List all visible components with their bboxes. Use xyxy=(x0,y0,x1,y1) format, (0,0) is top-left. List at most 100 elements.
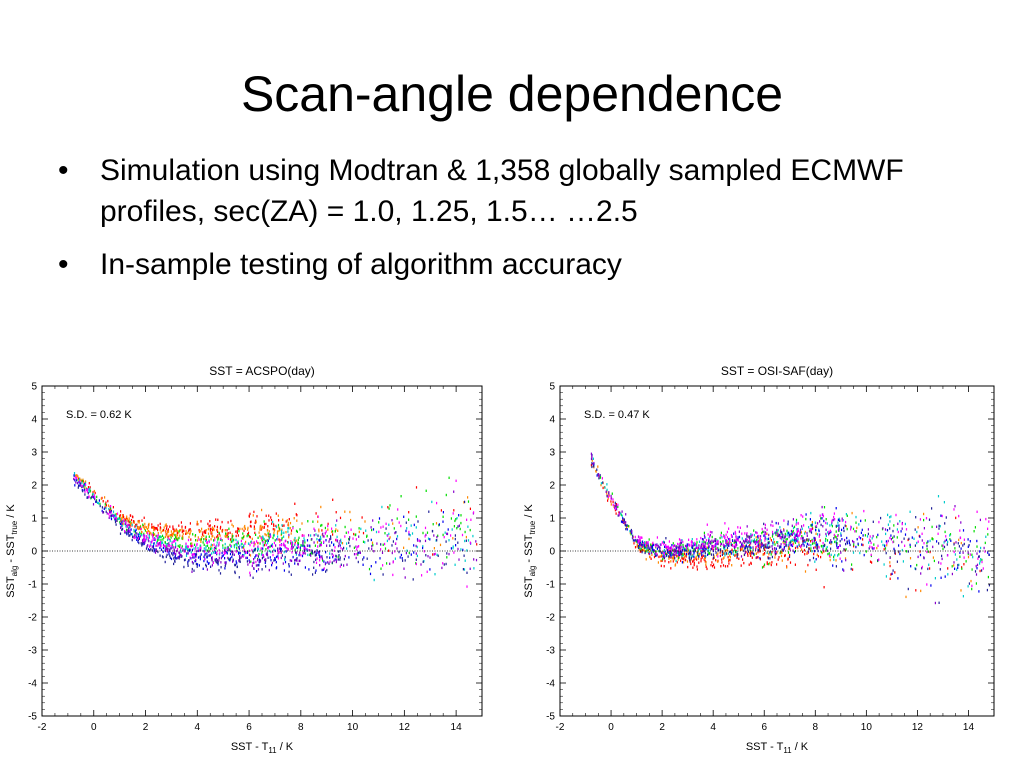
scatter-point xyxy=(243,548,245,551)
scatter-point xyxy=(759,543,761,546)
scatter-point xyxy=(647,550,649,553)
scatter-point xyxy=(237,527,239,530)
scatter-point xyxy=(143,539,145,542)
scatter-point xyxy=(208,554,210,557)
x-tick-label: 6 xyxy=(246,722,252,733)
scatter-point xyxy=(74,476,76,479)
scatter-point xyxy=(446,532,448,535)
scatter-point xyxy=(433,547,435,550)
scatter-point xyxy=(328,540,330,543)
scatter-point xyxy=(391,544,393,547)
scatter-point xyxy=(781,559,783,562)
scatter-point xyxy=(819,520,821,523)
scatter-point xyxy=(953,508,955,511)
scatter-point xyxy=(469,528,471,532)
scatter-point xyxy=(915,589,917,592)
scatter-point xyxy=(806,538,808,541)
scatter-point xyxy=(794,533,796,536)
scatter-point xyxy=(323,560,325,563)
scatter-point xyxy=(137,520,139,523)
scatter-point xyxy=(783,536,785,539)
scatter-point xyxy=(817,555,819,558)
scatter-point xyxy=(981,558,983,562)
scatter-point xyxy=(415,486,418,489)
scatter-point xyxy=(295,551,297,554)
scatter-point xyxy=(739,540,741,544)
scatter-point xyxy=(340,547,342,550)
scatter-point xyxy=(413,544,415,547)
scatter-point xyxy=(823,506,826,509)
scatter-point xyxy=(212,526,214,529)
scatter-point xyxy=(921,539,923,542)
scatter-point xyxy=(151,549,153,552)
scatter-point xyxy=(308,534,310,537)
scatter-point xyxy=(619,511,621,514)
scatter-point xyxy=(101,496,103,500)
scatter-point xyxy=(277,557,279,560)
scatter-point xyxy=(260,547,262,550)
scatter-point xyxy=(284,539,286,543)
scatter-point xyxy=(339,565,341,568)
scatter-point xyxy=(79,482,82,485)
scatter-point xyxy=(644,545,646,549)
scatter-point xyxy=(232,553,234,556)
scatter-point xyxy=(625,527,627,531)
scatter-point xyxy=(253,544,255,548)
scatter-point xyxy=(136,532,138,535)
scatter-point xyxy=(157,533,159,537)
scatter-point xyxy=(757,543,759,547)
scatter-point xyxy=(395,542,397,545)
scatter-point xyxy=(94,495,96,499)
scatter-point xyxy=(717,546,719,550)
scatter-point xyxy=(183,565,185,569)
scatter-point xyxy=(206,544,209,547)
scatter-point xyxy=(932,556,934,559)
scatter-point xyxy=(159,535,161,538)
scatter-point xyxy=(806,545,808,548)
scatter-point xyxy=(256,570,258,573)
scatter-point xyxy=(365,529,367,532)
scatter-point xyxy=(199,538,201,541)
scatter-point xyxy=(783,546,785,549)
scatter-point xyxy=(226,529,228,532)
scatter-point xyxy=(278,529,280,533)
scatter-point xyxy=(133,521,135,524)
scatter-point xyxy=(294,559,296,562)
scatter-point xyxy=(674,548,676,551)
scatter-point xyxy=(110,508,112,511)
scatter-point xyxy=(942,544,944,547)
scatter-point xyxy=(868,547,870,550)
scatter-point xyxy=(120,526,122,529)
scatter-point xyxy=(439,543,442,547)
scatter-point xyxy=(141,531,143,534)
scatter-point xyxy=(783,547,785,551)
scatter-point xyxy=(195,550,198,553)
scatter-point xyxy=(748,541,750,544)
scatter-point xyxy=(394,557,396,560)
scatter-point xyxy=(901,527,903,530)
scatter-point xyxy=(746,533,748,536)
scatter-point xyxy=(269,556,271,559)
scatter-point xyxy=(606,483,608,486)
scatter-point xyxy=(697,551,699,555)
scatter-point xyxy=(755,552,757,555)
scatter-point xyxy=(295,546,298,549)
scatter-point xyxy=(836,538,838,541)
scatter-point xyxy=(976,545,978,548)
scatter-point xyxy=(277,555,279,558)
scatter-point xyxy=(700,551,702,554)
scatter-point xyxy=(313,541,315,544)
scatter-point xyxy=(855,530,857,533)
scatter-point xyxy=(755,548,757,551)
scatter-point xyxy=(151,541,153,544)
scatter-point xyxy=(203,549,205,553)
scatter-point xyxy=(727,565,729,568)
scatter-point xyxy=(285,550,287,553)
scatter-point xyxy=(229,538,232,541)
scatter-point xyxy=(987,551,989,554)
scatter-point xyxy=(206,560,208,563)
scatter-point xyxy=(781,538,783,541)
scatter-point xyxy=(415,558,417,561)
scatter-point xyxy=(252,562,254,565)
scatter-point xyxy=(620,512,622,515)
